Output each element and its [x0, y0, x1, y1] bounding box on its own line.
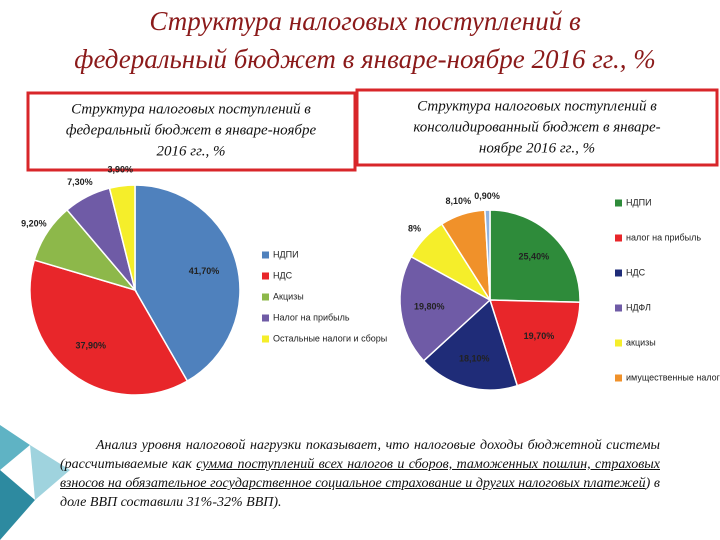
legend-swatch [615, 374, 622, 382]
legend-label: НДПИ [273, 249, 299, 259]
paragraph: Анализ уровня налоговой нагрузки показыв… [60, 436, 660, 512]
legend-label: НДС [626, 267, 646, 277]
data-label: 7,30% [67, 177, 93, 187]
data-label: 37,90% [75, 340, 106, 350]
legend-label: Налог на прибыль [273, 312, 350, 322]
data-label: 9,20% [21, 218, 47, 228]
legend-swatch [615, 304, 622, 312]
data-label: 8% [408, 224, 421, 234]
text: сумма поступлений всех налогов и сборов,… [60, 457, 660, 491]
data-label: 19,70% [524, 331, 555, 341]
chart-title: Структура налоговых поступлений в [417, 98, 657, 114]
title-box [26, 91, 357, 172]
decoration [30, 445, 70, 500]
legend-swatch [615, 234, 622, 242]
legend-swatch [615, 199, 622, 207]
pie-slice [488, 299, 581, 387]
pie-slice [399, 255, 492, 362]
data-label: 25,40% [519, 252, 550, 262]
text: Анализ уровня налоговой нагрузки показыв… [60, 438, 660, 472]
pie-slice [29, 259, 189, 396]
chart-title: федеральный бюджет в январе-ноябре [66, 122, 317, 138]
legend-swatch [262, 314, 269, 322]
legend-swatch [262, 272, 269, 280]
legend-label: Акцизы [273, 291, 304, 301]
data-label: 19,80% [414, 302, 445, 312]
chart-title: 2016 гг., % [156, 143, 225, 159]
legend-swatch [615, 269, 622, 277]
legend-label: акцизы [626, 337, 656, 347]
decoration [0, 425, 30, 470]
chart-title: консолидированный бюджет в январе- [413, 119, 660, 135]
legend-swatch [262, 251, 269, 259]
data-label: 0,90% [474, 191, 500, 201]
text: ) в доле ВВП составили 31%-32% ВВП). [60, 476, 660, 510]
legend-swatch [615, 339, 622, 347]
pie-slice [422, 298, 519, 391]
decoration [0, 470, 35, 540]
legend-label: Остальные налоги и сборы [273, 333, 387, 343]
legend-swatch [262, 293, 269, 301]
chart-title: ноябре 2016 гг., % [479, 140, 595, 156]
data-label: 18,10% [459, 354, 490, 364]
pie-slice [489, 209, 581, 304]
data-label: 3,90% [107, 165, 133, 175]
pie-slice [484, 209, 491, 301]
legend-label: имущественные налоги [626, 372, 720, 382]
legend-swatch [262, 335, 269, 343]
pie-slice [108, 184, 136, 291]
legend-label: НДФЛ [626, 302, 651, 312]
chart-title: Структура налоговых поступлений в [71, 101, 311, 117]
title: Структура налоговых поступлений в [149, 6, 581, 36]
legend-label: НДПИ [626, 197, 652, 207]
legend-label: НДС [273, 270, 293, 280]
title: федеральный бюджет в январе-ноябре 2016 … [74, 44, 655, 74]
data-label: 41,70% [189, 266, 220, 276]
pie-slice [134, 184, 241, 383]
title-box [355, 88, 719, 167]
legend-label: налог на прибыль [626, 232, 701, 242]
data-label: 8,10% [446, 196, 472, 206]
